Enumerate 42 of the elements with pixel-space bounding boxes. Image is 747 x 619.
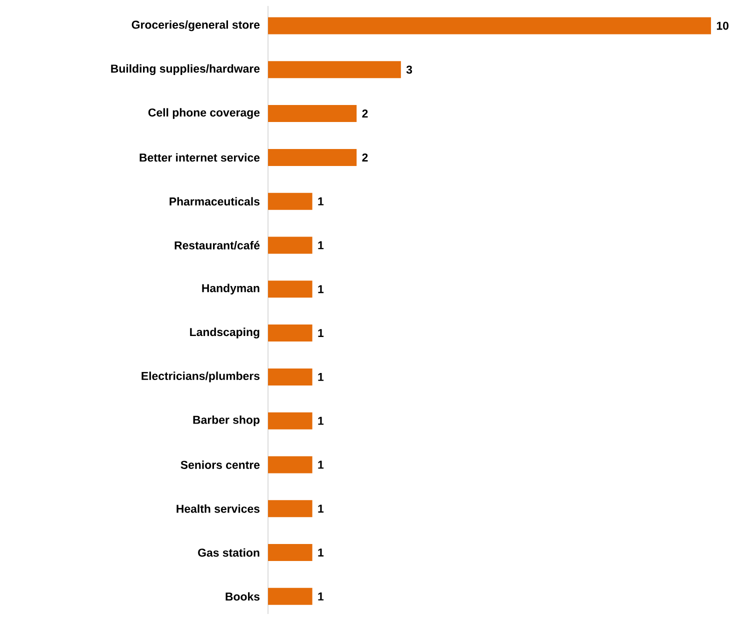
data-label: 1 [318, 460, 324, 469]
data-label: 1 [318, 548, 324, 556]
y-tick-label: Cell phone coverage [148, 108, 260, 119]
bar [268, 368, 312, 386]
y-tick-label: Gas station [198, 548, 260, 557]
data-label: 2 [362, 110, 368, 118]
y-tick-label: Barber shop [193, 416, 260, 426]
bar [268, 236, 312, 254]
bar [268, 280, 312, 298]
y-tick-label: Pharmaceuticals [170, 197, 260, 206]
bar [268, 105, 357, 122]
bar [268, 17, 712, 34]
data-label: 1 [318, 416, 324, 425]
bar [268, 192, 312, 210]
y-tick-label: Restaurant/café [174, 240, 260, 250]
y-tick-label: Landscaping [190, 328, 260, 338]
data-label: 10 [716, 22, 728, 30]
bar [268, 412, 312, 430]
data-label: 1 [318, 329, 324, 337]
bar [268, 588, 312, 605]
y-tick-label: Better internet service [140, 153, 260, 162]
data-label: 1 [318, 592, 324, 600]
data-label: 1 [318, 241, 324, 250]
y-tick-label: Groceries/general store [132, 20, 260, 32]
y-tick-label: Electricians/plumbers [142, 372, 260, 382]
data-label: 1 [318, 197, 324, 206]
bar [268, 456, 312, 474]
y-tick-label: Health services [176, 504, 260, 513]
bar [268, 544, 312, 562]
data-label: 1 [318, 373, 324, 381]
bar [268, 61, 401, 78]
data-label: 1 [318, 285, 324, 294]
y-tick-label: Books [226, 592, 260, 601]
bar [268, 500, 312, 518]
y-tick-label: Building supplies/hardware [111, 64, 260, 75]
data-label: 1 [318, 504, 324, 513]
data-label: 2 [362, 153, 368, 162]
bar [268, 148, 357, 166]
y-tick-label: Handyman [202, 284, 260, 294]
data-label: 3 [406, 66, 412, 74]
y-tick-label: Seniors centre [180, 460, 260, 469]
bar [268, 324, 312, 342]
